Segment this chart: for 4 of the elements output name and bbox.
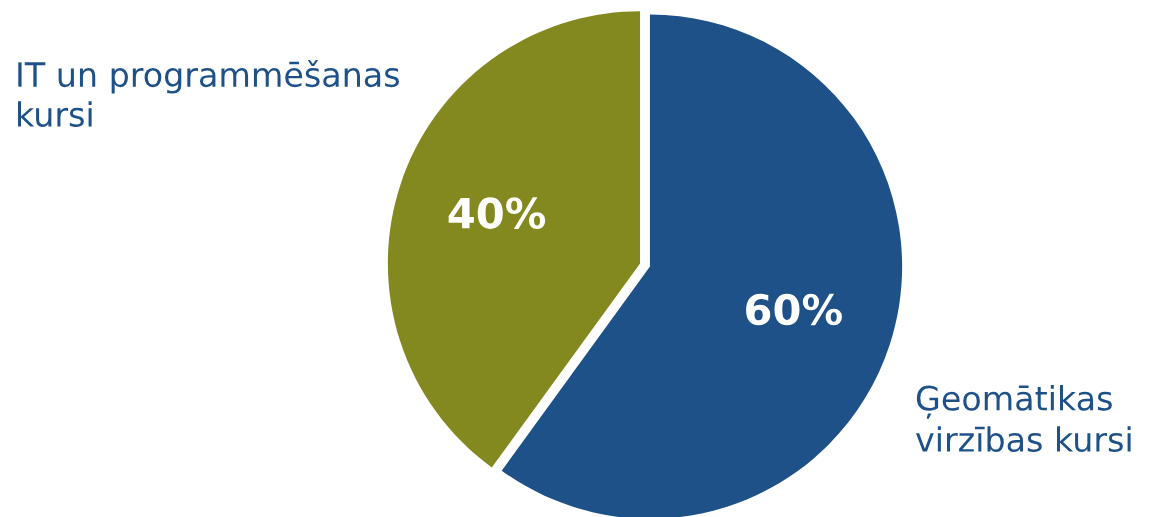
data-label: 60% [746,293,842,326]
slice-label: IT un programmēšanas kursi [18,60,399,127]
slice-label: Ģeomātikas virzības kursi [915,385,1131,453]
data-label: 40% [448,197,546,229]
